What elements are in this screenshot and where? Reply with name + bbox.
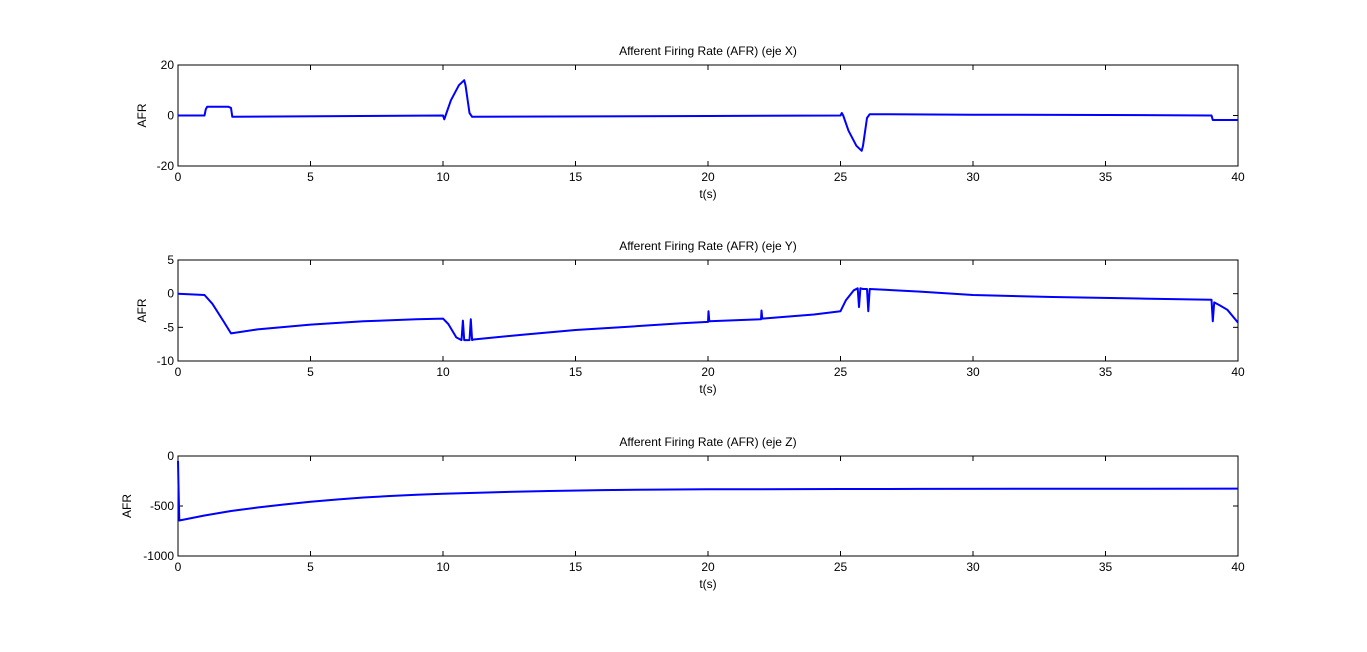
y-tick-label: -1000 bbox=[143, 549, 174, 563]
x-tick-label: 40 bbox=[1231, 365, 1245, 379]
x-tick-label: 25 bbox=[834, 365, 848, 379]
x-tick-label: 0 bbox=[175, 365, 182, 379]
y-axis-label: AFR bbox=[135, 298, 149, 322]
y-tick-label: 5 bbox=[167, 253, 174, 267]
x-tick-label: 20 bbox=[701, 560, 715, 574]
x-tick-label: 30 bbox=[966, 365, 980, 379]
x-tick-label: 5 bbox=[307, 560, 314, 574]
axes-frame bbox=[177, 455, 1239, 557]
x-tick-label: 5 bbox=[307, 170, 314, 184]
x-tick-label: 10 bbox=[436, 365, 450, 379]
subplot-2: 0 5 10 15 20 25 30 35 40 -10 -5 0 5 Afferent Firing R… bbox=[135, 239, 1245, 396]
y-tick-label: 0 bbox=[167, 109, 174, 123]
x-axis-label: t(s) bbox=[699, 187, 716, 201]
x-tick-label: 35 bbox=[1099, 365, 1113, 379]
x-tick-label: 30 bbox=[966, 170, 980, 184]
x-tick-label: 20 bbox=[701, 365, 715, 379]
chart-title: Afferent Firing Rate (AFR) (eje X) bbox=[619, 44, 797, 58]
x-axis-label: t(s) bbox=[699, 577, 716, 591]
x-tick-label: 10 bbox=[436, 170, 450, 184]
y-axis-label: AFR bbox=[135, 103, 149, 127]
y-tick-label: -5 bbox=[163, 320, 174, 334]
y-axis-label: AFR bbox=[120, 494, 134, 518]
y-tick-label: -10 bbox=[157, 354, 175, 368]
x-tick-label: 0 bbox=[175, 560, 182, 574]
x-tick-label: 25 bbox=[834, 560, 848, 574]
x-axis-label: t(s) bbox=[699, 382, 716, 396]
x-tick-label: 15 bbox=[569, 170, 583, 184]
y-tick-label: 0 bbox=[167, 449, 174, 463]
series-line-1 bbox=[177, 287, 1239, 342]
x-tick-label: 15 bbox=[569, 560, 583, 574]
y-tick-label: -20 bbox=[157, 159, 175, 173]
y-tick-label: 0 bbox=[167, 287, 174, 301]
x-tick-label: 5 bbox=[307, 365, 314, 379]
y-tick-label: 20 bbox=[161, 58, 175, 72]
chart-title: Afferent Firing Rate (AFR) (eje Y) bbox=[619, 239, 797, 253]
x-tick-label: 40 bbox=[1231, 170, 1245, 184]
x-tick-label: 30 bbox=[966, 560, 980, 574]
chart-title: Afferent Firing Rate (AFR) (eje Z) bbox=[619, 435, 796, 449]
x-tick-label: 25 bbox=[834, 170, 848, 184]
x-tick-label: 35 bbox=[1099, 560, 1113, 574]
subplot-3: 0 5 10 15 20 25 30 35 40 -1000 -500 0 Afferent Firin… bbox=[120, 435, 1245, 591]
x-tick-label: 35 bbox=[1099, 170, 1113, 184]
series-line-1 bbox=[178, 79, 1238, 152]
x-tick-label: 40 bbox=[1231, 560, 1245, 574]
y-tick-label: -500 bbox=[150, 499, 174, 513]
x-tick-label: 20 bbox=[701, 170, 715, 184]
x-tick-label: 10 bbox=[436, 560, 450, 574]
series-line-1 bbox=[177, 460, 1239, 522]
x-tick-label: 15 bbox=[569, 365, 583, 379]
x-tick-label: 0 bbox=[175, 170, 182, 184]
